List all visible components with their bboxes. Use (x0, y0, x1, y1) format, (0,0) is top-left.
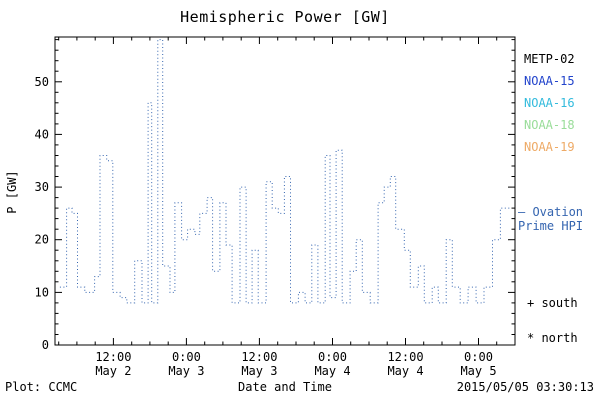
plot-timestamp: 2015/05/05 03:30:13 (456, 380, 594, 394)
svg-text:May 4: May 4 (314, 364, 350, 378)
svg-text:10: 10 (35, 285, 49, 299)
series-label-line2: Prime HPI (518, 219, 584, 233)
svg-text:0: 0 (42, 338, 49, 352)
svg-text:12:00: 12:00 (95, 350, 131, 364)
svg-text:12:00: 12:00 (241, 350, 277, 364)
svg-text:40: 40 (35, 127, 49, 141)
svg-text:50: 50 (35, 75, 49, 89)
svg-text:May 4: May 4 (387, 364, 423, 378)
legend-item-noaa15: NOAA-15 (524, 74, 575, 88)
x-axis-label: Date and Time (238, 380, 332, 394)
legend-item-noaa16: NOAA-16 (524, 96, 575, 110)
north-marker-label: * north (527, 331, 578, 345)
series-label-line1: — Ovation (518, 205, 584, 219)
svg-text:0:00: 0:00 (172, 350, 201, 364)
svg-text:0:00: 0:00 (464, 350, 493, 364)
svg-text:0:00: 0:00 (318, 350, 347, 364)
svg-text:May 3: May 3 (168, 364, 204, 378)
legend-item-metp02: METP-02 (524, 52, 575, 66)
legend-item-noaa18: NOAA-18 (524, 118, 575, 132)
svg-text:20: 20 (35, 233, 49, 247)
svg-text:12:00: 12:00 (387, 350, 423, 364)
series-label-ovation-prime-hpi: — Ovation Prime HPI (518, 205, 583, 233)
plot-credit: Plot: CCMC (5, 380, 78, 394)
plot-title: Hemispheric Power [GW] (180, 8, 390, 26)
svg-text:30: 30 (35, 180, 49, 194)
svg-text:May 2: May 2 (95, 364, 131, 378)
svg-text:May 5: May 5 (460, 364, 496, 378)
satellite-legend: METP-02 NOAA-15 NOAA-16 NOAA-18 NOAA-19 (524, 48, 575, 158)
svg-text:May 3: May 3 (241, 364, 277, 378)
legend-item-noaa19: NOAA-19 (524, 140, 575, 154)
south-marker-label: + south (527, 296, 578, 310)
